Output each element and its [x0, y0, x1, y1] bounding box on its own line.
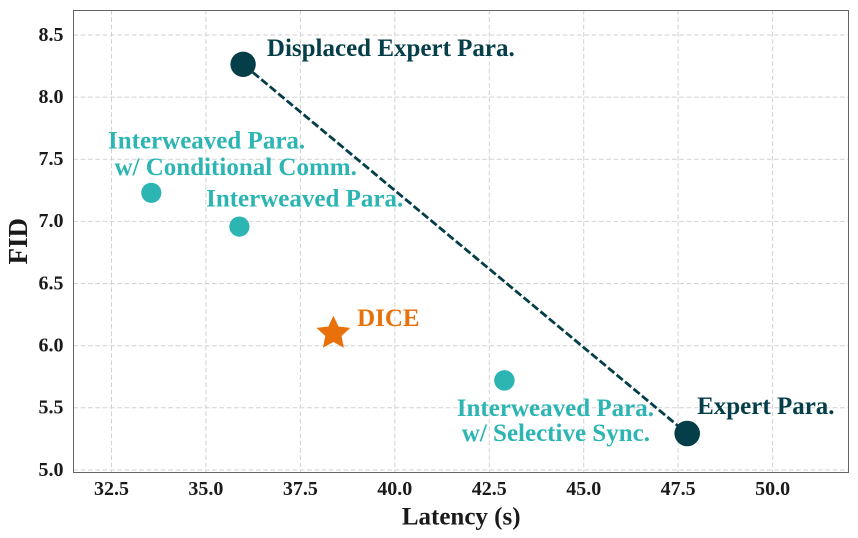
- svg-text:Displaced Expert Para.: Displaced Expert Para.: [267, 35, 515, 62]
- svg-text:FID: FID: [3, 218, 33, 265]
- svg-text:w/ Selective Sync.: w/ Selective Sync.: [462, 420, 650, 447]
- svg-text:40.0: 40.0: [377, 478, 412, 500]
- svg-text:7.5: 7.5: [39, 148, 64, 170]
- svg-text:Expert Para.: Expert Para.: [697, 393, 834, 420]
- svg-text:Latency (s): Latency (s): [402, 503, 521, 530]
- svg-text:Interweaved Para.: Interweaved Para.: [206, 186, 403, 213]
- svg-text:6.5: 6.5: [39, 272, 64, 294]
- svg-text:Interweaved Para.: Interweaved Para.: [108, 128, 305, 155]
- svg-text:35.0: 35.0: [188, 478, 223, 500]
- svg-text:37.5: 37.5: [283, 478, 318, 500]
- svg-text:6.0: 6.0: [39, 335, 64, 357]
- svg-text:7.0: 7.0: [39, 210, 64, 232]
- svg-text:5.0: 5.0: [39, 459, 64, 481]
- svg-text:45.0: 45.0: [566, 478, 601, 500]
- svg-text:w/ Conditional Comm.: w/ Conditional Comm.: [115, 154, 357, 181]
- svg-text:42.5: 42.5: [472, 478, 507, 500]
- svg-text:32.5: 32.5: [94, 478, 129, 500]
- svg-text:Interweaved Para.: Interweaved Para.: [457, 395, 654, 422]
- svg-text:50.0: 50.0: [755, 478, 790, 500]
- svg-text:5.5: 5.5: [39, 397, 64, 419]
- svg-text:47.5: 47.5: [661, 478, 696, 500]
- svg-text:8.0: 8.0: [39, 86, 64, 108]
- svg-text:DICE: DICE: [357, 305, 420, 332]
- svg-text:8.5: 8.5: [39, 24, 64, 46]
